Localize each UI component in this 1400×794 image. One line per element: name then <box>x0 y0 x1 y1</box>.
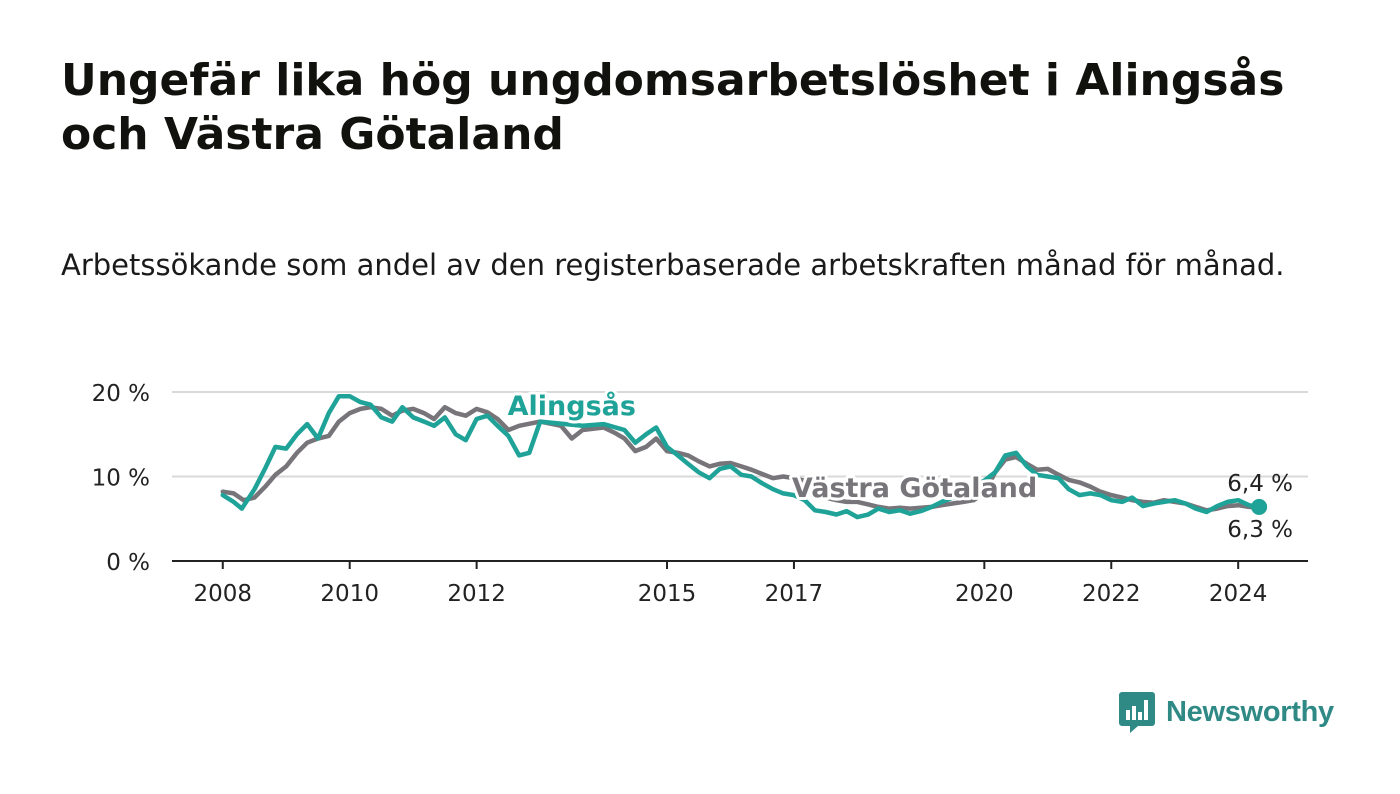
series-labels: Alingsås Västra Götaland 6,4 % 6,3 % <box>505 387 1293 543</box>
series-label-vastra-gotaland: Västra Götaland <box>792 473 1037 504</box>
x-tick-label: 2010 <box>320 581 379 607</box>
endpoint-marker-alingsas <box>1251 498 1268 515</box>
series-label-alingsas: Alingsås <box>508 390 636 422</box>
series-lines <box>220 393 1262 520</box>
series-line-vastra-gotaland <box>220 404 1262 513</box>
y-tick-label: 20 % <box>92 381 150 407</box>
x-tick-label: 2020 <box>955 581 1014 607</box>
x-tick-label: 2015 <box>638 581 697 607</box>
x-tick-label: 2017 <box>765 581 824 607</box>
end-value-label-vastra-gotaland: 6,3 % <box>1227 517 1293 543</box>
newsworthy-logo: Newsworthy <box>1118 690 1334 734</box>
y-tick-label: 0 % <box>106 550 150 576</box>
newsworthy-logo-icon <box>1119 692 1155 733</box>
x-axis-ticks: 2008 2010 2012 2015 2017 2020 2022 2024 <box>193 561 1267 607</box>
x-tick-label: 2022 <box>1082 581 1141 607</box>
brand-name: Newsworthy <box>1166 695 1334 728</box>
series-line-alingsas <box>220 393 1262 520</box>
y-tick-label: 10 % <box>92 466 150 492</box>
chart-subtitle: Arbetssökande som andel av den registerb… <box>61 248 1285 282</box>
x-tick-label: 2012 <box>447 581 506 607</box>
chart-title: Ungefär lika hög ungdomsarbetslöshet i A… <box>61 55 1285 160</box>
x-tick-label: 2008 <box>193 581 252 607</box>
y-axis-ticks: 0 % 10 % 20 % <box>92 381 150 576</box>
end-value-label-alingsas: 6,4 % <box>1227 471 1293 497</box>
x-tick-label: 2024 <box>1209 581 1268 607</box>
